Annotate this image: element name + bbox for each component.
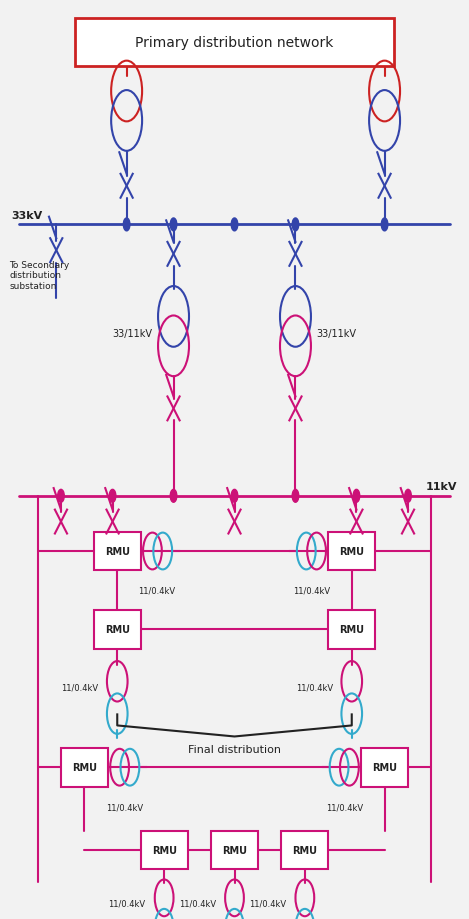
- FancyBboxPatch shape: [75, 19, 394, 67]
- FancyBboxPatch shape: [94, 532, 141, 571]
- Circle shape: [353, 490, 360, 503]
- Circle shape: [405, 490, 411, 503]
- Circle shape: [58, 490, 64, 503]
- Text: 11/0.4kV: 11/0.4kV: [326, 802, 363, 811]
- Circle shape: [123, 219, 130, 232]
- FancyBboxPatch shape: [61, 748, 108, 787]
- Text: RMU: RMU: [222, 845, 247, 855]
- Text: To Secondary
distribution
substation: To Secondary distribution substation: [9, 261, 69, 290]
- Text: 11/0.4kV: 11/0.4kV: [249, 899, 286, 908]
- Circle shape: [170, 490, 177, 503]
- Text: RMU: RMU: [339, 625, 364, 634]
- FancyBboxPatch shape: [94, 610, 141, 649]
- FancyBboxPatch shape: [281, 831, 328, 869]
- Circle shape: [381, 219, 388, 232]
- Text: Primary distribution network: Primary distribution network: [136, 36, 333, 51]
- Text: 11/0.4kV: 11/0.4kV: [138, 586, 176, 596]
- Text: 11/0.4kV: 11/0.4kV: [106, 802, 143, 811]
- Text: RMU: RMU: [72, 763, 97, 772]
- Text: RMU: RMU: [151, 845, 177, 855]
- Circle shape: [231, 219, 238, 232]
- Text: Final distribution: Final distribution: [188, 744, 281, 754]
- Text: 11/0.4kV: 11/0.4kV: [179, 899, 216, 908]
- Text: RMU: RMU: [105, 547, 130, 556]
- Text: 11kV: 11kV: [426, 482, 457, 492]
- Circle shape: [231, 490, 238, 503]
- Text: RMU: RMU: [372, 763, 397, 772]
- Text: RMU: RMU: [339, 547, 364, 556]
- Text: 11/0.4kV: 11/0.4kV: [61, 683, 98, 692]
- Text: 33kV: 33kV: [12, 210, 43, 221]
- Text: 33/11kV: 33/11kV: [113, 329, 152, 338]
- Text: RMU: RMU: [292, 845, 318, 855]
- Text: RMU: RMU: [105, 625, 130, 634]
- Circle shape: [109, 490, 116, 503]
- FancyBboxPatch shape: [361, 748, 408, 787]
- FancyBboxPatch shape: [328, 532, 375, 571]
- Text: 11/0.4kV: 11/0.4kV: [296, 683, 333, 692]
- Text: 11/0.4kV: 11/0.4kV: [108, 899, 145, 908]
- Circle shape: [170, 219, 177, 232]
- Circle shape: [292, 490, 299, 503]
- FancyBboxPatch shape: [328, 610, 375, 649]
- FancyBboxPatch shape: [211, 831, 258, 869]
- Text: 11/0.4kV: 11/0.4kV: [293, 586, 331, 596]
- Circle shape: [292, 219, 299, 232]
- Text: 33/11kV: 33/11kV: [317, 329, 356, 338]
- FancyBboxPatch shape: [141, 831, 188, 869]
